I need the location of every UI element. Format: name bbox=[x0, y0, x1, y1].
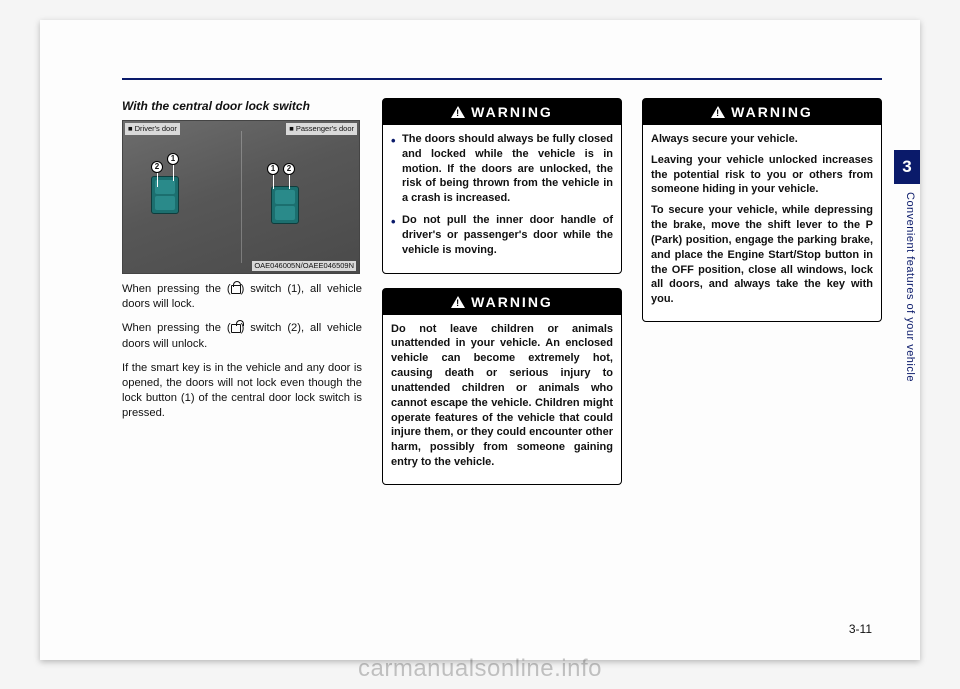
manual-page: With the central door lock switch ■ Driv… bbox=[40, 20, 920, 660]
top-rule bbox=[122, 78, 882, 80]
column-right: WARNING Always secure your vehicle. Leav… bbox=[642, 98, 882, 499]
paragraph: When pressing the () switch (1), all veh… bbox=[122, 282, 362, 312]
warning-box: WARNING Always secure your vehicle. Leav… bbox=[642, 98, 882, 322]
driver-lock-switch bbox=[151, 176, 179, 214]
warning-text: Do not leave children or animals unatten… bbox=[391, 322, 613, 470]
warning-item: Do not pull the inner door handle of dri… bbox=[402, 213, 613, 258]
figure-label-driver: ■ Driver's door bbox=[125, 123, 180, 135]
warning-triangle-icon bbox=[711, 106, 725, 118]
chapter-tab: 3 bbox=[894, 150, 920, 184]
callout-marker-2: 2 bbox=[151, 161, 163, 173]
warning-label: WARNING bbox=[471, 103, 553, 122]
callout-marker-1: 1 bbox=[167, 153, 179, 165]
warning-triangle-icon bbox=[451, 106, 465, 118]
leader-line bbox=[173, 165, 174, 181]
warning-text: Leaving your vehicle unlocked increases … bbox=[651, 153, 873, 198]
warning-triangle-icon bbox=[451, 296, 465, 308]
content-columns: With the central door lock switch ■ Driv… bbox=[122, 98, 882, 499]
leader-line bbox=[289, 175, 290, 189]
page-number: 3-11 bbox=[849, 622, 872, 636]
figure-divider bbox=[241, 131, 242, 263]
column-middle: WARNING The doors should always be fully… bbox=[382, 98, 622, 499]
warning-list: The doors should always be fully closed … bbox=[391, 132, 613, 258]
lock-closed-icon bbox=[231, 285, 241, 294]
text: When pressing the ( bbox=[122, 322, 231, 334]
figure-label-passenger: ■ Passenger's door bbox=[286, 123, 357, 135]
warning-label: WARNING bbox=[471, 293, 553, 312]
column-left: With the central door lock switch ■ Driv… bbox=[122, 98, 362, 499]
passenger-lock-switch bbox=[271, 186, 299, 224]
paragraph: If the smart key is in the vehicle and a… bbox=[122, 361, 362, 421]
section-heading: With the central door lock switch bbox=[122, 98, 362, 114]
figure-code: OAE046005N/OAEE046509N bbox=[252, 261, 356, 271]
warning-header: WARNING bbox=[643, 99, 881, 125]
warning-text: Always secure your vehicle. bbox=[651, 132, 873, 147]
leader-line bbox=[273, 175, 274, 189]
warning-box: WARNING Do not leave children or animals… bbox=[382, 288, 622, 485]
callout-marker-1: 1 bbox=[267, 163, 279, 175]
text: When pressing the ( bbox=[122, 283, 231, 295]
warning-header: WARNING bbox=[383, 289, 621, 315]
warning-label: WARNING bbox=[731, 103, 813, 122]
door-switch-figure: ■ Driver's door ■ Passenger's door 1 2 1… bbox=[122, 120, 360, 274]
callout-marker-2: 2 bbox=[283, 163, 295, 175]
warning-header: WARNING bbox=[383, 99, 621, 125]
leader-line bbox=[157, 173, 158, 187]
warning-text: To secure your vehicle, while depressing… bbox=[651, 203, 873, 307]
chapter-side-label: Convenient features of your vehicle bbox=[898, 192, 916, 492]
warning-item: The doors should always be fully closed … bbox=[402, 132, 613, 206]
paragraph: When pressing the () switch (2), all veh… bbox=[122, 321, 362, 351]
warning-box: WARNING The doors should always be fully… bbox=[382, 98, 622, 274]
lock-open-icon bbox=[231, 324, 241, 333]
